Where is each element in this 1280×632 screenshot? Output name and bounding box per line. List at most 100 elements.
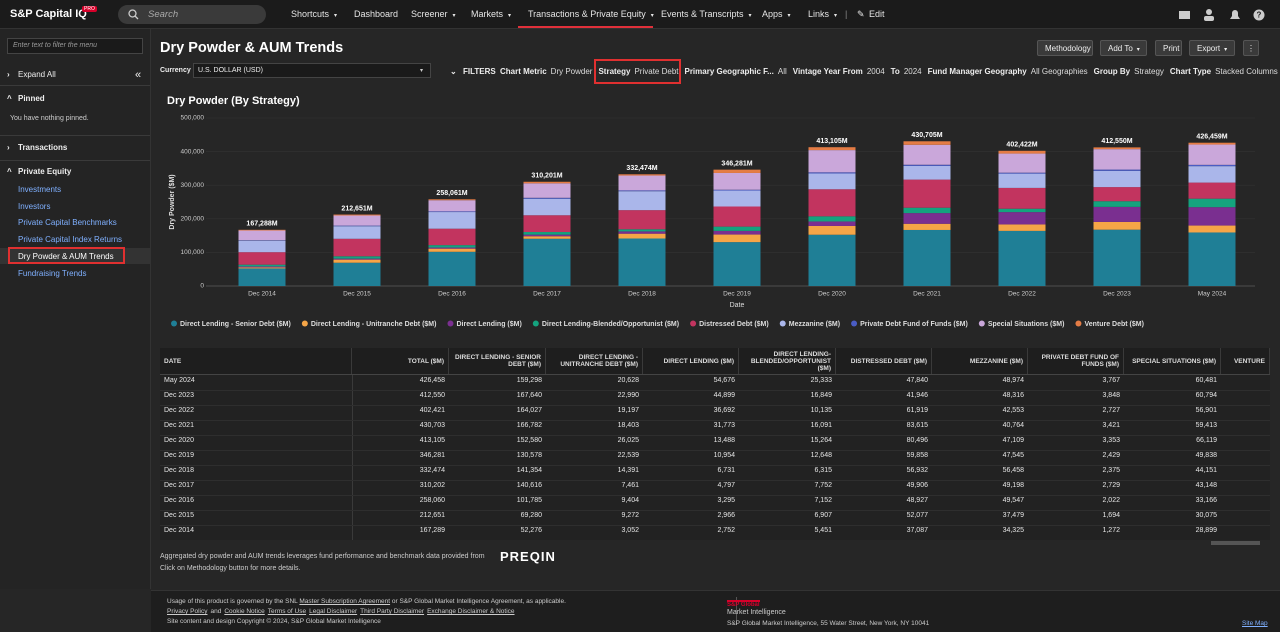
link[interactable]: Cookie Notice <box>224 608 265 615</box>
legend-label[interactable]: Direct Lending ($M) <box>456 321 521 328</box>
bar-segment <box>713 189 761 191</box>
search-box[interactable]: Search <box>118 5 266 24</box>
section-title[interactable]: Pinned <box>18 94 45 103</box>
filter-name[interactable]: Vintage Year From <box>792 67 863 76</box>
table-cell: 10,135 <box>810 407 832 414</box>
column-header[interactable]: TOTAL ($M) <box>352 348 449 374</box>
toolbar-icons: ? <box>1179 9 1265 21</box>
button[interactable]: Add To ▾ <box>1100 40 1147 56</box>
table-cell: 166,782 <box>516 422 542 429</box>
menu-item[interactable]: Private Capital Benchmarks <box>18 218 117 228</box>
table-cell: Dec 2016 <box>164 497 194 504</box>
table-cell: 413,105 <box>419 437 445 444</box>
column-header[interactable]: DIRECT LENDING - SENIOR DEBT ($M) <box>449 348 546 374</box>
legend-label[interactable]: Private Debt Fund of Funds ($M) <box>860 321 968 328</box>
link[interactable]: Master Subscription Agreement <box>299 598 391 605</box>
legend-label[interactable]: Special Situations ($M) <box>988 321 1065 328</box>
filter-name[interactable]: Fund Manager Geography <box>927 67 1027 76</box>
methodology-note: Click on Methodology button for more det… <box>160 565 301 572</box>
section-title[interactable]: Private Equity <box>18 167 72 176</box>
filter-name[interactable]: Chart Metric <box>500 67 547 76</box>
column-header[interactable]: DIRECT LENDING - UNITRANCHE DEBT ($M) <box>546 348 643 374</box>
link[interactable]: Legal Disclaimer <box>309 608 358 615</box>
filter-name[interactable]: To <box>890 67 900 76</box>
collapse[interactable]: « <box>135 69 142 81</box>
table-cell: 48,927 <box>906 497 928 504</box>
currency-select[interactable]: U.S. DOLLAR (USD) ▾ <box>193 63 431 78</box>
button[interactable]: Export ▾ <box>1189 40 1235 56</box>
filter-name[interactable]: Strategy <box>598 67 631 76</box>
legend-label[interactable]: Direct Lending - Unitranche Debt ($M) <box>311 321 437 328</box>
nav-item[interactable]: Screener ▾ <box>411 9 456 19</box>
column-header[interactable]: DATE <box>160 348 352 374</box>
y-tick-label: 400,000 <box>181 148 205 155</box>
edit[interactable]: Edit <box>869 9 885 19</box>
menu-item[interactable]: Investors <box>18 201 51 211</box>
bar-segment <box>333 225 381 227</box>
row-divider <box>160 450 1270 451</box>
nav-item[interactable]: Events & Transcripts ▾ <box>661 9 752 19</box>
filter-name[interactable]: Primary Geographic F... <box>684 67 774 76</box>
link[interactable]: Exchange Disclaimer & Notice <box>427 608 515 615</box>
filter-name[interactable]: Chart Type <box>1169 67 1212 76</box>
link[interactable]: Terms of Use <box>267 608 307 615</box>
row-divider <box>160 465 1270 466</box>
table-cell: 25,333 <box>810 377 832 384</box>
legend-label[interactable]: Distressed Debt ($M) <box>699 321 769 328</box>
table-cell: 36,692 <box>713 407 735 414</box>
nav-item[interactable]: Shortcuts ▾ <box>291 9 338 19</box>
scrollbar[interactable] <box>1211 541 1260 545</box>
column-header[interactable]: SPECIAL SITUATIONS ($M) <box>1124 348 1221 374</box>
filter-value: 2024 <box>903 67 922 76</box>
filter-input[interactable]: Enter text to filter the menu <box>7 38 143 54</box>
menu-item[interactable]: Private Capital Index Returns <box>18 235 123 245</box>
nav-item[interactable]: Markets ▾ <box>471 9 512 19</box>
nav-item[interactable]: Apps ▾ <box>762 9 791 19</box>
nav-item[interactable]: Links ▾ <box>808 9 838 19</box>
chevron: ^ <box>7 167 12 176</box>
table-cell: Dec 2017 <box>164 482 194 489</box>
bar-segment <box>618 238 666 286</box>
bar-segment <box>333 215 381 226</box>
column-header[interactable]: DIRECT LENDING ($M) <box>643 348 739 374</box>
more-button[interactable]: ⋮ <box>1243 40 1259 56</box>
menu-item[interactable]: Dry Powder & AUM Trends <box>18 251 114 261</box>
nav-item[interactable]: Dashboard <box>354 9 399 19</box>
filter-name[interactable]: Group By <box>1093 67 1131 76</box>
top-bar: S&P Capital IQ PRO Search | ✎ Edit ? Sho… <box>0 0 1280 29</box>
link[interactable]: Third Party Disclaimer <box>360 608 425 615</box>
table-cell: 40,764 <box>1002 422 1024 429</box>
menu-item[interactable]: Fundraising Trends <box>18 268 87 278</box>
bar-segment <box>808 234 856 286</box>
button[interactable]: Methodology <box>1037 40 1093 56</box>
table-cell: 59,858 <box>906 452 928 459</box>
column-header[interactable]: DISTRESSED DEBT ($M) <box>836 348 932 374</box>
site-map[interactable]: Site Map <box>1242 620 1268 627</box>
bar-segment <box>1093 206 1141 222</box>
legend-label[interactable]: Mezzanine ($M) <box>789 321 840 328</box>
data-table: DATE TOTAL ($M) DIRECT LENDING - SENIOR DE… <box>160 348 1270 540</box>
bar-segment <box>808 221 856 226</box>
legend-label[interactable]: Direct Lending-Blended/Opportunist ($M) <box>542 321 679 328</box>
table-cell: 66,119 <box>1196 437 1217 444</box>
filter-value: Private Debt <box>634 67 679 76</box>
button[interactable]: Print <box>1155 40 1182 56</box>
column-header[interactable]: MEZZANINE ($M) <box>932 348 1028 374</box>
expand-all[interactable]: Expand All <box>18 70 56 79</box>
nav-item[interactable]: Transactions & Private Equity ▾ <box>528 9 654 19</box>
link[interactable]: Privacy Policy <box>167 608 208 615</box>
table-cell: 56,932 <box>906 467 928 474</box>
legend-label[interactable]: Venture Debt ($M) <box>1084 321 1144 328</box>
filters-chevron[interactable]: ⌄ <box>450 67 457 76</box>
section-title[interactable]: Transactions <box>18 143 68 152</box>
brand[interactable]: S&P Capital IQ <box>10 8 87 20</box>
column-header[interactable]: VENTURE <box>1221 348 1270 374</box>
legend-label[interactable]: Direct Lending - Senior Debt ($M) <box>180 321 291 328</box>
column-header[interactable]: PRIVATE DEBT FUND OF FUNDS ($M) <box>1028 348 1124 374</box>
table-cell: 61,919 <box>906 407 928 414</box>
legend-swatch <box>447 320 454 327</box>
menu-item[interactable]: Investments <box>18 185 62 194</box>
data-label: 167,288M <box>246 221 277 228</box>
column-header[interactable]: DIRECT LENDING-BLENDED/OPPORTUNIST ($M) <box>739 348 836 374</box>
legend-swatch <box>851 320 858 327</box>
